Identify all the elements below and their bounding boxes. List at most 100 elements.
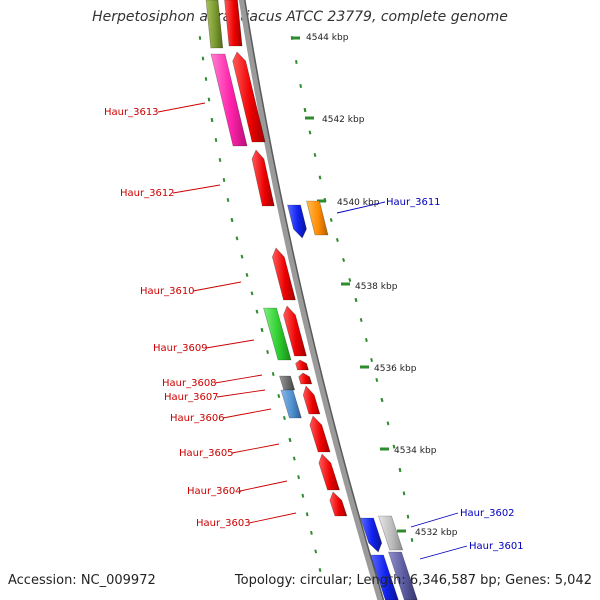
inner-tick bbox=[329, 217, 333, 223]
scale-labels: 4544 kbp 4542 kbp 4540 kbp 4538 kbp 4536 kbp… bbox=[306, 33, 458, 538]
outer-tick bbox=[260, 328, 264, 332]
leader-line bbox=[172, 184, 221, 194]
outer-tick bbox=[201, 56, 205, 61]
gene-gray bbox=[279, 375, 296, 391]
inner-tick bbox=[398, 468, 402, 472]
scale-label: 4536 kbp bbox=[374, 364, 417, 374]
scale-label: 4544 kbp bbox=[306, 33, 349, 43]
map-title: Herpetosiphon aurantiacus ATCC 23779, co… bbox=[92, 9, 508, 25]
inner-tick bbox=[359, 318, 363, 322]
leader-line bbox=[410, 512, 459, 528]
outer-tick bbox=[266, 350, 270, 354]
inner-tick bbox=[318, 175, 322, 180]
gene-red bbox=[224, 0, 243, 47]
leader-line bbox=[222, 408, 272, 419]
leader-line bbox=[248, 512, 297, 524]
inner-tick bbox=[299, 84, 302, 88]
outer-tick bbox=[277, 394, 281, 398]
gene-label: Haur_3610 bbox=[140, 286, 195, 297]
gene-label: Haur_3605 bbox=[179, 448, 234, 459]
gene-red bbox=[232, 51, 266, 143]
outer-tick bbox=[301, 493, 305, 498]
gene-red bbox=[298, 372, 313, 385]
inner-tick bbox=[348, 277, 352, 283]
scale-label: 4540 kbp bbox=[337, 198, 380, 208]
leader-line bbox=[157, 102, 206, 113]
inner-tick bbox=[342, 257, 346, 263]
outer-tick bbox=[222, 178, 226, 182]
inner-tick bbox=[295, 60, 298, 64]
inner-tick bbox=[303, 108, 307, 112]
gene-orange bbox=[306, 200, 329, 236]
leader-line bbox=[419, 545, 468, 560]
gene-label: Haur_3613 bbox=[104, 107, 159, 118]
genome-summary-text: Topology: circular; Length: 6,346,587 bp… bbox=[234, 573, 592, 588]
outer-tick bbox=[271, 372, 275, 376]
leader-line bbox=[231, 443, 280, 454]
gene-red bbox=[309, 415, 331, 453]
outer-tick bbox=[305, 512, 309, 517]
outer-tick bbox=[210, 118, 214, 122]
inner-tick bbox=[375, 378, 379, 382]
scale-label: 4538 kbp bbox=[355, 282, 398, 292]
gene-blue bbox=[287, 204, 307, 239]
inner-tick bbox=[313, 153, 317, 157]
leader-line bbox=[336, 201, 386, 214]
outer-tick bbox=[310, 530, 313, 535]
outer-tick bbox=[314, 549, 318, 554]
outer-tick bbox=[292, 456, 296, 461]
outer-tick bbox=[204, 77, 208, 81]
leader-line bbox=[214, 374, 263, 384]
outer-tick bbox=[214, 138, 218, 142]
gene-steelblue bbox=[280, 389, 302, 419]
gene-label: Haur_3604 bbox=[187, 486, 242, 497]
outer-tick bbox=[240, 254, 244, 259]
inner-tick bbox=[364, 338, 368, 342]
gene-slate bbox=[388, 551, 418, 600]
gene-red bbox=[302, 385, 321, 415]
leader-line bbox=[192, 281, 242, 292]
gene-red bbox=[283, 305, 307, 357]
gene-label: Haur_3611 bbox=[386, 197, 441, 208]
outer-tick bbox=[250, 291, 254, 296]
gene-label: Haur_3601 bbox=[469, 541, 524, 552]
leader-line bbox=[239, 480, 288, 492]
outer-tick bbox=[318, 568, 322, 572]
outer-tick bbox=[235, 236, 239, 241]
outer-tick-ring bbox=[198, 36, 322, 572]
gene-pink bbox=[210, 53, 248, 147]
gene-silver bbox=[378, 515, 404, 551]
inner-tick bbox=[392, 444, 396, 449]
gene-label: Haur_3607 bbox=[164, 392, 219, 403]
gene-label: Haur_3606 bbox=[170, 413, 225, 424]
outer-tick bbox=[282, 416, 286, 420]
gene-green bbox=[263, 307, 292, 361]
gene-blue bbox=[360, 517, 383, 553]
outer-tick bbox=[288, 438, 292, 442]
outer-tick bbox=[255, 309, 259, 314]
gene-labels: Haur_3613 Haur_3612 Haur_3610 Haur_3609 Haur… bbox=[104, 102, 524, 560]
inner-tick bbox=[335, 237, 339, 243]
outer-tick bbox=[245, 273, 249, 277]
inner-tick bbox=[380, 398, 384, 402]
gene-red bbox=[295, 359, 309, 371]
leader-line bbox=[216, 389, 266, 398]
outer-tick bbox=[218, 158, 222, 162]
gene-label: Haur_3603 bbox=[196, 518, 251, 529]
scale-label: 4532 kbp bbox=[415, 528, 458, 538]
gene-red bbox=[251, 149, 275, 207]
gene-label: Haur_3602 bbox=[460, 508, 515, 519]
inner-tick-ring bbox=[290, 36, 414, 542]
outer-tick bbox=[226, 198, 230, 202]
accession-text: Accession: NC_009972 bbox=[8, 573, 156, 588]
backbone-arc-edge bbox=[244, 0, 385, 600]
gene-red bbox=[329, 491, 348, 517]
gene-label: Haur_3612 bbox=[120, 188, 175, 199]
inner-tick bbox=[308, 130, 312, 135]
inner-tick bbox=[386, 421, 390, 426]
gene-olive bbox=[205, 0, 224, 49]
gene-red bbox=[272, 247, 296, 301]
outer-tick bbox=[230, 218, 234, 222]
